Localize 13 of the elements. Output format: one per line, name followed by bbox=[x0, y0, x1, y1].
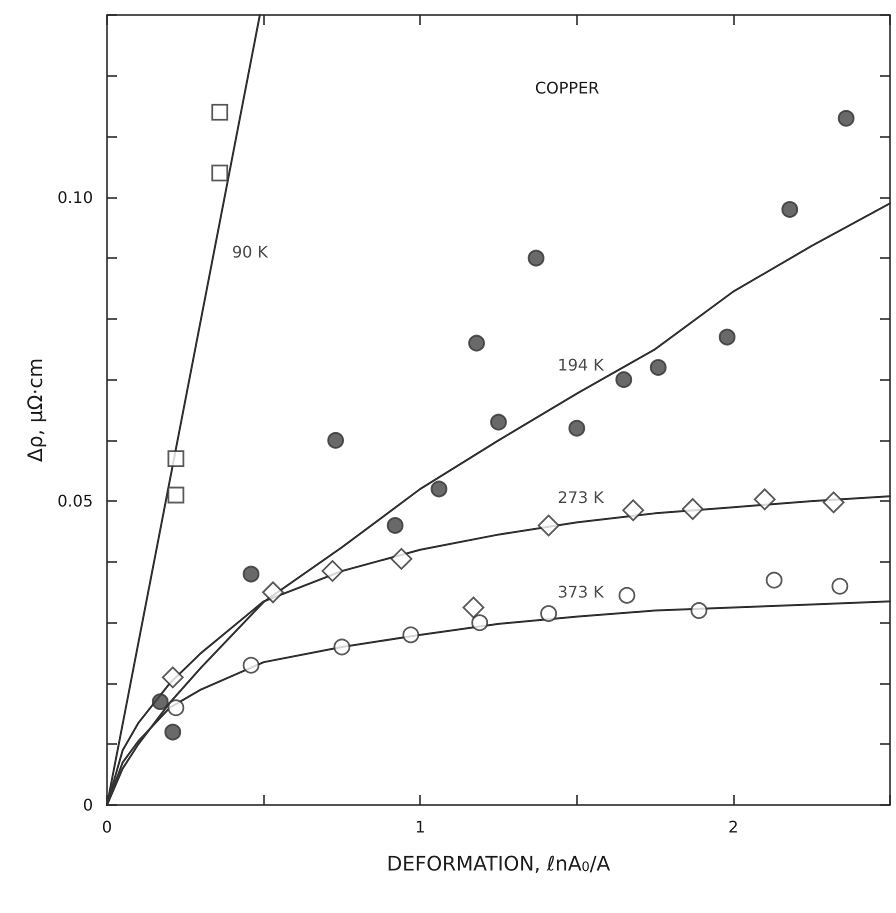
y-tick-label: 0 bbox=[82, 796, 93, 814]
x-axis-title: DEFORMATION, ℓnA0/A bbox=[386, 852, 611, 876]
series-label: 194 K bbox=[558, 356, 604, 375]
annotation: COPPER bbox=[535, 78, 600, 98]
x-tick-label: 1 bbox=[415, 818, 426, 836]
series-label: 273 K bbox=[558, 488, 604, 508]
y-tick-label: 0.05 bbox=[57, 492, 93, 511]
y-tick-label: 0.10 bbox=[57, 188, 93, 207]
y-axis-title: Δρ, μΩ·cm bbox=[23, 358, 47, 462]
series-label: 90 K bbox=[232, 242, 268, 262]
x-tick-label: 0 bbox=[102, 818, 112, 836]
series-label: 373 K bbox=[558, 582, 604, 602]
x-tick-label: 2 bbox=[728, 818, 738, 836]
